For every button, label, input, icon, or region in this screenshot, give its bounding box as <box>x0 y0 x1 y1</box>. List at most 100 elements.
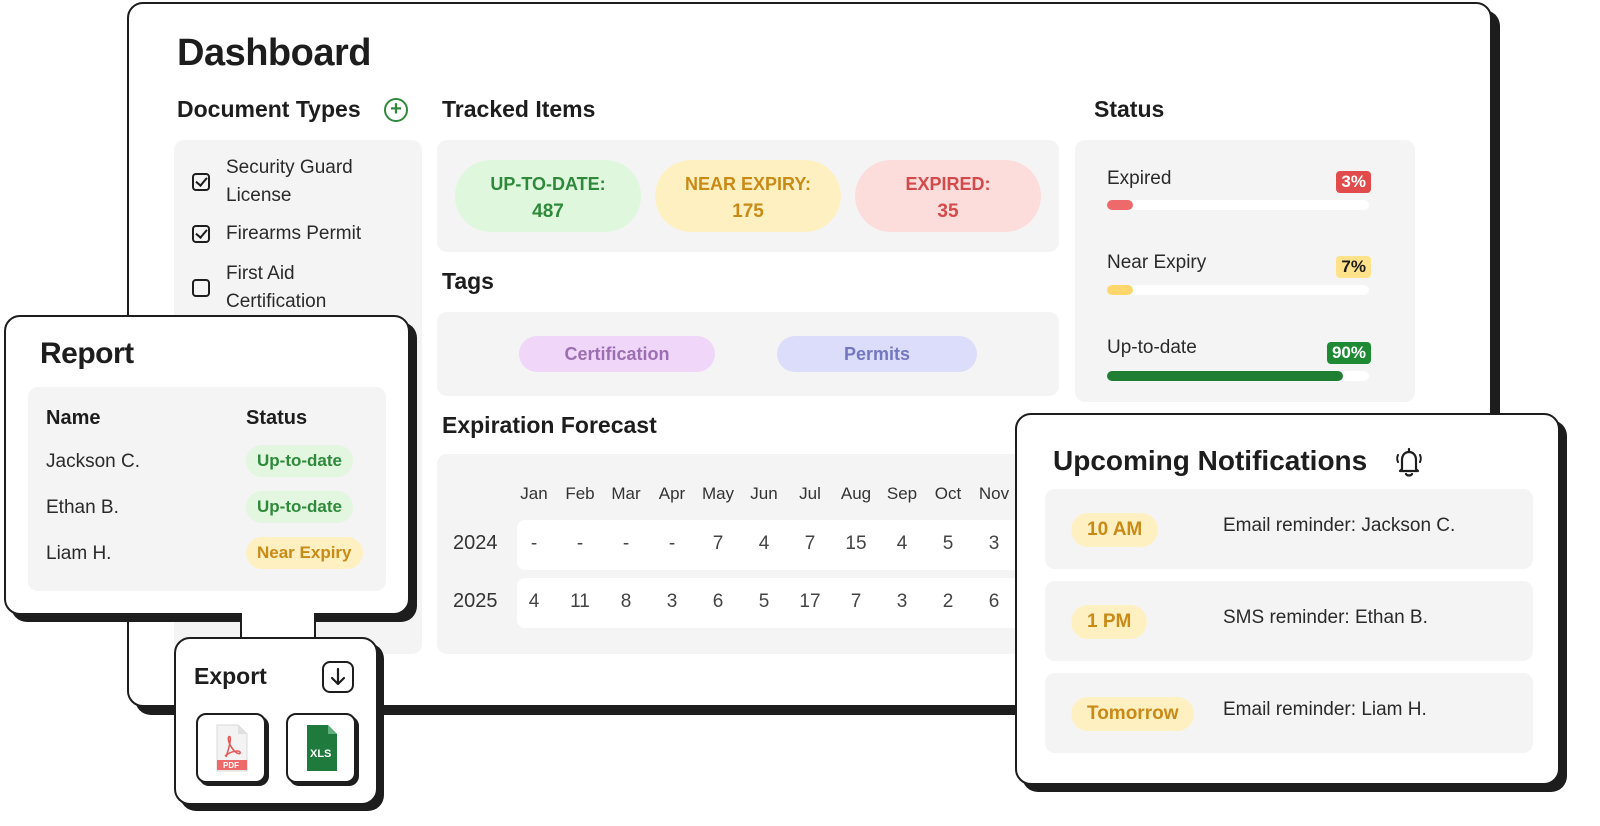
notification-item[interactable]: Tomorrow Email reminder: Liam H. <box>1045 673 1533 753</box>
forecast-table: Jan Feb Mar Apr May Jun Jul Aug Sep Oct Nov 2024 -… <box>437 454 1059 654</box>
bell-icon[interactable] <box>1393 445 1425 479</box>
report-title: Report <box>40 337 134 370</box>
document-type-label: Security Guard <box>226 157 353 178</box>
report-card: Report Name Status Jackson C. Up-to-date… <box>4 315 410 615</box>
forecast-month-header: Oct <box>934 484 962 503</box>
expiration-forecast-title: Expiration Forecast <box>442 412 657 438</box>
forecast-year: 2025 <box>453 590 498 612</box>
notification-text: Email reminder: Liam H. <box>1223 699 1427 720</box>
export-title: Export <box>194 663 267 689</box>
forecast-cell: - <box>622 533 630 554</box>
forecast-cell: 4 <box>758 533 770 554</box>
status-progress-track <box>1107 285 1369 295</box>
download-button[interactable] <box>322 661 354 693</box>
forecast-cell: - <box>668 533 676 554</box>
column-header-name: Name <box>46 407 101 429</box>
document-type-item[interactable]: Security Guard License <box>192 154 402 210</box>
export-pdf-button[interactable]: PDF <box>196 713 266 783</box>
status-badge: Up-to-date <box>246 491 353 523</box>
status-progress-fill <box>1107 285 1134 295</box>
forecast-cell: 4 <box>528 591 540 612</box>
add-document-type-icon[interactable]: + <box>384 98 408 122</box>
column-header-status: Status <box>246 407 308 429</box>
export-xls-button[interactable]: XLS <box>286 713 356 783</box>
pdf-file-icon <box>216 724 248 772</box>
document-type-label: License <box>226 185 292 206</box>
pdf-label: PDF <box>223 761 239 770</box>
forecast-cell: 4 <box>896 533 908 554</box>
document-type-item[interactable]: Firearms Permit <box>192 220 402 248</box>
report-row-name: Ethan B. <box>46 497 119 518</box>
forecast-cell: - <box>530 533 538 554</box>
forecast-row: - - - - 7 4 7 15 4 5 3 <box>517 520 1037 570</box>
forecast-cell: 15 <box>845 533 867 554</box>
near-expiry-pill[interactable]: NEAR EXPIRY: 175 <box>655 160 841 232</box>
forecast-month-header: Mar <box>611 484 641 503</box>
forecast-month-header: Nov <box>978 484 1010 503</box>
up-to-date-pill[interactable]: UP-TO-DATE: 487 <box>455 160 641 232</box>
pill-value: 487 <box>532 201 564 222</box>
notification-item[interactable]: 1 PM SMS reminder: Ethan B. <box>1045 581 1533 661</box>
status-progress-track <box>1107 200 1369 210</box>
card-connector <box>240 613 316 641</box>
forecast-year: 2024 <box>453 532 498 554</box>
status-percent-badge: 3% <box>1336 171 1371 193</box>
status-percent-badge: 90% <box>1326 342 1371 364</box>
notification-text: Email reminder: Jackson C. <box>1223 515 1456 536</box>
status-badge: Up-to-date <box>246 445 353 477</box>
forecast-row: 4 11 8 3 6 5 17 7 3 2 6 <box>517 578 1037 628</box>
forecast-cell: 5 <box>758 591 770 612</box>
document-type-label: First Aid <box>226 263 295 284</box>
document-type-item[interactable]: First Aid Certification <box>192 260 402 316</box>
expired-pill[interactable]: EXPIRED: 35 <box>855 160 1041 232</box>
report-row-name: Liam H. <box>46 543 112 564</box>
forecast-month-header: Jun <box>750 484 778 503</box>
forecast-cell: 2 <box>942 591 954 612</box>
tracked-items-title: Tracked Items <box>442 96 596 122</box>
document-type-label: Firearms Permit <box>226 223 362 244</box>
status-badge: Near Expiry <box>246 537 363 569</box>
report-row-name: Jackson C. <box>46 451 140 472</box>
forecast-month-header: Feb <box>565 484 595 503</box>
checkbox-unchecked-icon[interactable] <box>192 279 210 297</box>
document-type-label: Certification <box>226 291 327 312</box>
status-progress-fill <box>1107 200 1134 210</box>
notifications-title: Upcoming Notifications <box>1053 445 1368 476</box>
notifications-card: Upcoming Notifications 10 AM Email remin… <box>1015 413 1560 785</box>
document-types-title: Document Types <box>177 96 361 122</box>
tag-certification[interactable]: Certification <box>519 336 715 372</box>
pill-value: 175 <box>732 201 764 222</box>
forecast-month-header: Sep <box>886 484 918 503</box>
checkbox-checked-icon[interactable] <box>192 225 210 243</box>
forecast-cell: 3 <box>666 591 678 612</box>
xls-label: XLS <box>310 748 332 760</box>
notification-text: SMS reminder: Ethan B. <box>1223 607 1428 628</box>
forecast-cell: 7 <box>712 533 724 554</box>
forecast-month-header: Apr <box>658 484 686 503</box>
forecast-month-header: May <box>701 484 735 503</box>
pill-label: NEAR EXPIRY: <box>684 174 812 194</box>
forecast-cell: 6 <box>988 591 1000 612</box>
notification-item[interactable]: 10 AM Email reminder: Jackson C. <box>1045 489 1533 569</box>
tags-title: Tags <box>442 268 494 294</box>
tags-panel: Certification Permits <box>437 312 1059 396</box>
pill-label: EXPIRED: <box>905 174 991 194</box>
notification-time: Tomorrow <box>1071 697 1195 731</box>
forecast-cell: 6 <box>712 591 724 612</box>
notification-time: 10 AM <box>1071 513 1159 547</box>
tracked-items-panel: UP-TO-DATE: 487 NEAR EXPIRY: 175 EXPIRED… <box>437 140 1059 252</box>
notification-time: 1 PM <box>1071 605 1148 639</box>
forecast-month-header: Jul <box>799 484 821 503</box>
forecast-cell: 17 <box>799 591 821 612</box>
forecast-month-header: Jan <box>520 484 548 503</box>
forecast-cell: 7 <box>804 533 816 554</box>
status-panel: Expired 3% Near Expiry 7% Up-to-date 90% <box>1075 140 1415 402</box>
status-progress-fill <box>1107 371 1343 381</box>
checkbox-checked-icon[interactable] <box>192 173 210 191</box>
status-percent-badge: 7% <box>1336 256 1371 278</box>
status-title: Status <box>1094 96 1165 122</box>
export-card: Export PDF XLS <box>174 637 378 805</box>
forecast-cell: 11 <box>570 591 590 612</box>
tag-permits[interactable]: Permits <box>777 336 977 372</box>
forecast-month-header: Aug <box>840 484 872 503</box>
